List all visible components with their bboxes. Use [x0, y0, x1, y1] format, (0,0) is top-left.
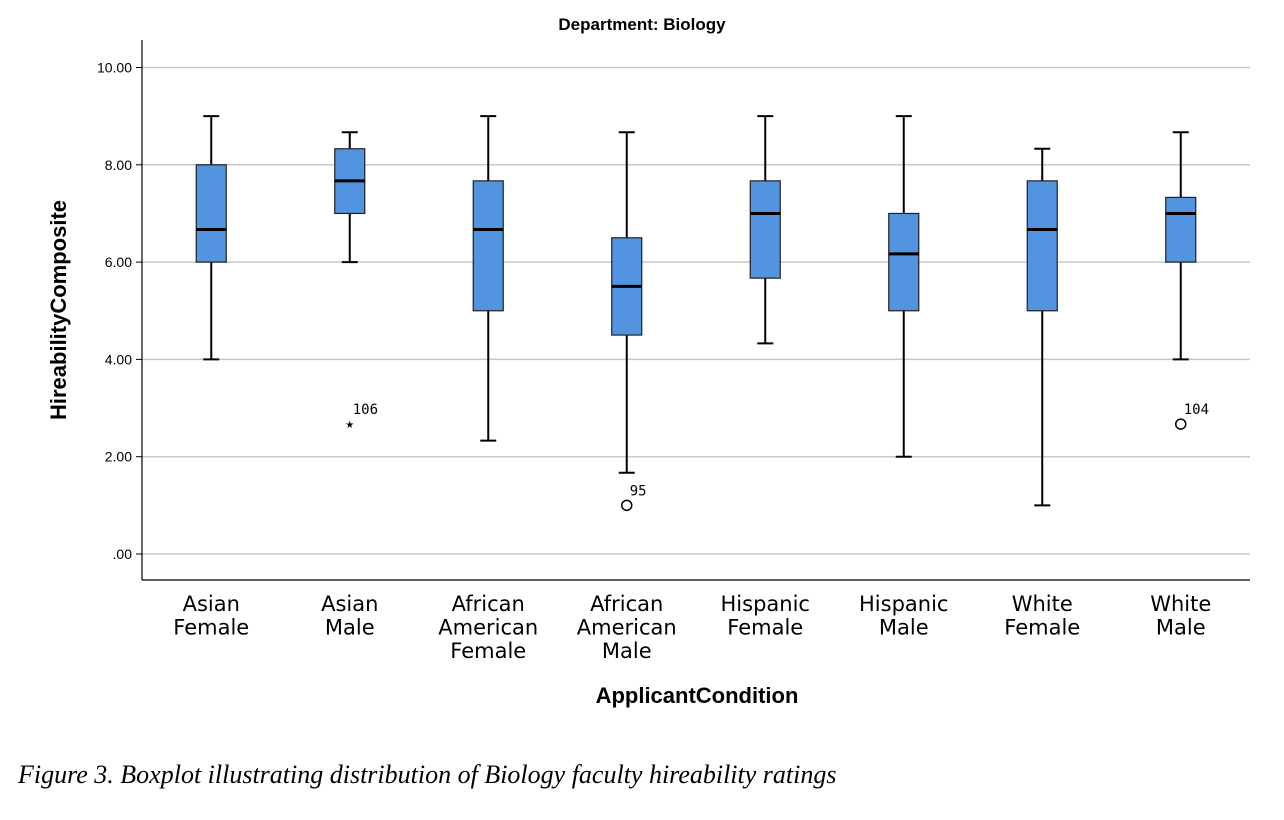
chart-title: Department: Biology — [558, 15, 726, 34]
figure-caption: Figure 3. Boxplot illustrating distribut… — [18, 760, 837, 789]
x-tick-labels: Asian Female Asian Male African American Femal… — [173, 592, 1211, 663]
box-3 — [611, 131, 643, 474]
x-tick-label: African American Male — [577, 592, 677, 663]
x-tick-label: Asian Male — [321, 592, 378, 640]
grid-layer — [142, 66, 1250, 555]
x-tick-label: African American Female — [438, 592, 538, 663]
box-0 — [195, 115, 227, 361]
iqr-box — [749, 180, 781, 279]
x-tick-label: White Female — [1004, 592, 1080, 640]
x-tick-label: Asian Female — [173, 592, 249, 640]
y-tick-label: 6.00 — [105, 254, 132, 270]
y-tick-label: 2.00 — [105, 449, 132, 465]
box-4 — [749, 115, 781, 345]
outlier-star: ⋆ — [343, 412, 356, 436]
iqr-box — [888, 212, 920, 312]
x-tick-label: Hispanic Male — [859, 592, 948, 640]
outlier-label: 106 — [353, 402, 378, 418]
x-tick-label: Hispanic Female — [721, 592, 810, 640]
y-tick-label: 8.00 — [105, 157, 132, 173]
outlier-label: 104 — [1184, 402, 1209, 418]
iqr-box — [1026, 180, 1058, 312]
y-tick-label: 10.00 — [97, 60, 132, 76]
box-7 — [1165, 131, 1197, 361]
box-6 — [1026, 147, 1058, 507]
outlier-circle — [621, 499, 633, 512]
box-1 — [334, 131, 366, 264]
box-5 — [888, 115, 920, 458]
outlier-circle — [1175, 418, 1187, 430]
iqr-box — [195, 164, 227, 263]
iqr-box — [472, 180, 504, 312]
axes-layer: .00 2.00 4.00 6.00 8.00 10.00 — [97, 40, 1250, 581]
x-tick-label: White Male — [1150, 592, 1211, 640]
boxes-layer — [195, 115, 1197, 507]
y-axis-label: HireabilityComposite — [46, 200, 71, 420]
iqr-box — [1165, 196, 1197, 263]
outlier-label: 95 — [630, 483, 647, 499]
box-2 — [472, 115, 504, 442]
y-tick-label: 4.00 — [105, 351, 132, 367]
outliers-layer: ⋆106 95 104 — [343, 402, 1209, 512]
y-tick-label: .00 — [113, 546, 133, 562]
boxplot-chart: Department: Biology .00 2.00 4.00 6.00 8.00 1… — [46, 15, 1250, 708]
x-axis-label: ApplicantCondition — [596, 683, 799, 708]
